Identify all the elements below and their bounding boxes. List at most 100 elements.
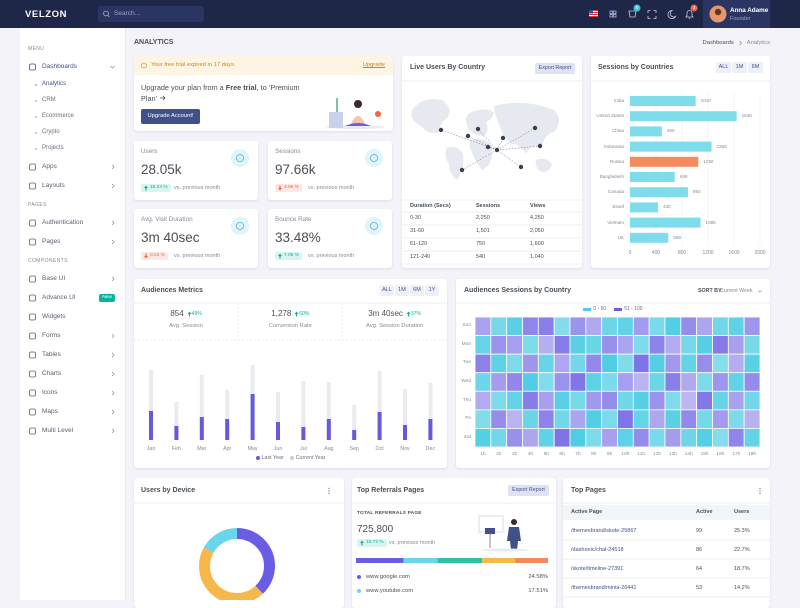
user-role: Founder: [730, 16, 751, 22]
export-button[interactable]: Export Report: [535, 63, 575, 74]
sidebar-subitem[interactable]: Crypto: [42, 129, 60, 135]
sidebar-item[interactable]: Forms: [42, 332, 61, 339]
page-link[interactable]: /dashonic/chat-24518: [571, 547, 624, 553]
sidebar-item[interactable]: Multi Level: [42, 427, 74, 434]
x-tick-label: 2h: [496, 452, 502, 457]
search-box[interactable]: [98, 6, 204, 22]
sidebar-item[interactable]: Charts: [42, 370, 62, 377]
x-tick-label: 1600: [728, 250, 740, 256]
x-tick-label: 11h: [637, 452, 646, 457]
stat-label: Sessions: [275, 148, 301, 155]
data-label: 430: [662, 204, 671, 210]
stat-note: vs. previous month: [174, 253, 221, 259]
table-header: Users: [734, 509, 750, 515]
legend: Last Year Current Year: [134, 455, 447, 461]
filter-button[interactable]: ALL: [716, 62, 731, 73]
filter-button[interactable]: 1M: [732, 62, 747, 73]
filter-button[interactable]: 1M: [395, 285, 409, 296]
sidebar-item[interactable]: Icons: [42, 389, 58, 396]
metric-row: 3m 40sec 37%: [343, 309, 447, 318]
sidebar-item[interactable]: Advance UI: [42, 294, 76, 301]
sidebar-item[interactable]: Dashboards: [42, 63, 78, 70]
metric-label: Avg. Session Duration: [365, 323, 424, 329]
y-tick-label: Tue: [462, 360, 471, 366]
page-link[interactable]: /skote/timeline-27391: [571, 566, 624, 572]
sidebar-item[interactable]: Widgets: [42, 313, 66, 320]
y-tick-label: Bangladesh: [599, 174, 624, 179]
alert-link[interactable]: Upgrade: [362, 62, 385, 68]
filter-button[interactable]: 6M: [410, 285, 424, 296]
x-tick-label: 17h: [732, 452, 741, 457]
metric-change: 49%: [187, 311, 202, 317]
page-link[interactable]: /themesbrand/minia-26441: [571, 585, 637, 591]
metric-change-text: 49%: [191, 310, 202, 317]
sidebar-subitem[interactable]: Projects: [42, 145, 64, 151]
alert: [134, 56, 393, 75]
data-label: 1050: [703, 158, 714, 164]
metric-change: 60%: [294, 311, 309, 317]
y-tick-label: Russia: [609, 158, 624, 164]
sidebar-item[interactable]: Maps: [42, 408, 58, 415]
table-cell: 18.7%: [734, 566, 750, 572]
sort-select[interactable]: Current Week: [720, 288, 753, 294]
y-tick-label: Thu: [462, 397, 471, 403]
logo[interactable]: VELZON: [25, 9, 68, 20]
sidebar-item[interactable]: Authentication: [42, 219, 84, 226]
x-tick-label: Jan: [146, 446, 156, 452]
user-menu[interactable]: [703, 0, 770, 28]
filter-button[interactable]: 1Y: [425, 285, 439, 296]
data-label: 689: [679, 174, 688, 179]
x-tick-label: 10h: [621, 452, 630, 457]
x-tick-label: Apr: [223, 446, 232, 452]
table-cell: 53: [696, 585, 703, 591]
page-link[interactable]: /themesbrand/skote-25867: [571, 528, 637, 534]
card-title: Sessions by Countries: [598, 64, 674, 71]
change-badge: 3.96 %: [275, 184, 302, 192]
card-title: Top Pages: [571, 487, 606, 494]
data-label: 1640: [741, 113, 752, 119]
sidebar-subitem[interactable]: Analytics: [42, 81, 67, 87]
legend-swatch: [289, 456, 294, 460]
y-tick-label: UK: [617, 234, 624, 240]
table-cell: 61-120: [410, 241, 428, 247]
legend-item: 0 - 50: [583, 306, 606, 312]
chevron: [739, 40, 742, 46]
table-header-row: [563, 505, 770, 520]
sidebar-subitem[interactable]: Ecommerce: [42, 113, 75, 119]
export-button[interactable]: Export Report: [508, 485, 549, 496]
y-tick-label: Vietnam: [607, 219, 624, 225]
upgrade-button[interactable]: Upgrade Account!: [141, 109, 200, 124]
y-tick-label: Canada: [607, 189, 624, 195]
metric-change-text: 60%: [299, 310, 310, 317]
legend-swatch: [255, 456, 260, 460]
sidebar-item[interactable]: Layouts: [42, 182, 65, 189]
sidebar-item[interactable]: Pages: [42, 238, 61, 245]
x-tick-label: 6h: [559, 452, 565, 457]
filter-button[interactable]: ALL: [380, 285, 394, 296]
upgrade-text-part: Upgrade your plan from a: [141, 83, 226, 92]
x-tick-label: 8h: [591, 452, 597, 457]
filter-button[interactable]: 6M: [748, 62, 763, 73]
site-share: 17.51%: [528, 587, 548, 594]
site-share: 24.58%: [528, 573, 548, 580]
breadcrumb-item[interactable]: Dashboards: [702, 40, 734, 46]
table-cell: 1,501: [476, 228, 490, 234]
breadcrumb-separator: [738, 40, 743, 48]
sidebar-item[interactable]: Apps: [42, 163, 57, 170]
x-tick-label: May: [247, 446, 258, 452]
sidebar-item[interactable]: Tables: [42, 351, 61, 358]
table-cell: 22.7%: [734, 547, 750, 553]
audiences-metrics-card: [134, 279, 447, 468]
x-tick-label: Jun: [273, 446, 283, 452]
sidebar-item[interactable]: Base UI: [42, 275, 66, 282]
site-name: www.youtube.com: [366, 587, 414, 594]
legend-label: Current Year: [295, 455, 326, 461]
search-placeholder[interactable]: Search...: [114, 10, 141, 17]
sidebar-subitem[interactable]: CRM: [42, 97, 56, 103]
x-tick-label: Sep: [349, 446, 359, 452]
x-tick-label: 5h: [543, 452, 549, 457]
page-title: ANALYTICS: [134, 39, 174, 46]
chevron: [739, 40, 742, 46]
x-tick-label: Dec: [425, 446, 436, 452]
y-tick-label: Mon: [461, 341, 471, 347]
